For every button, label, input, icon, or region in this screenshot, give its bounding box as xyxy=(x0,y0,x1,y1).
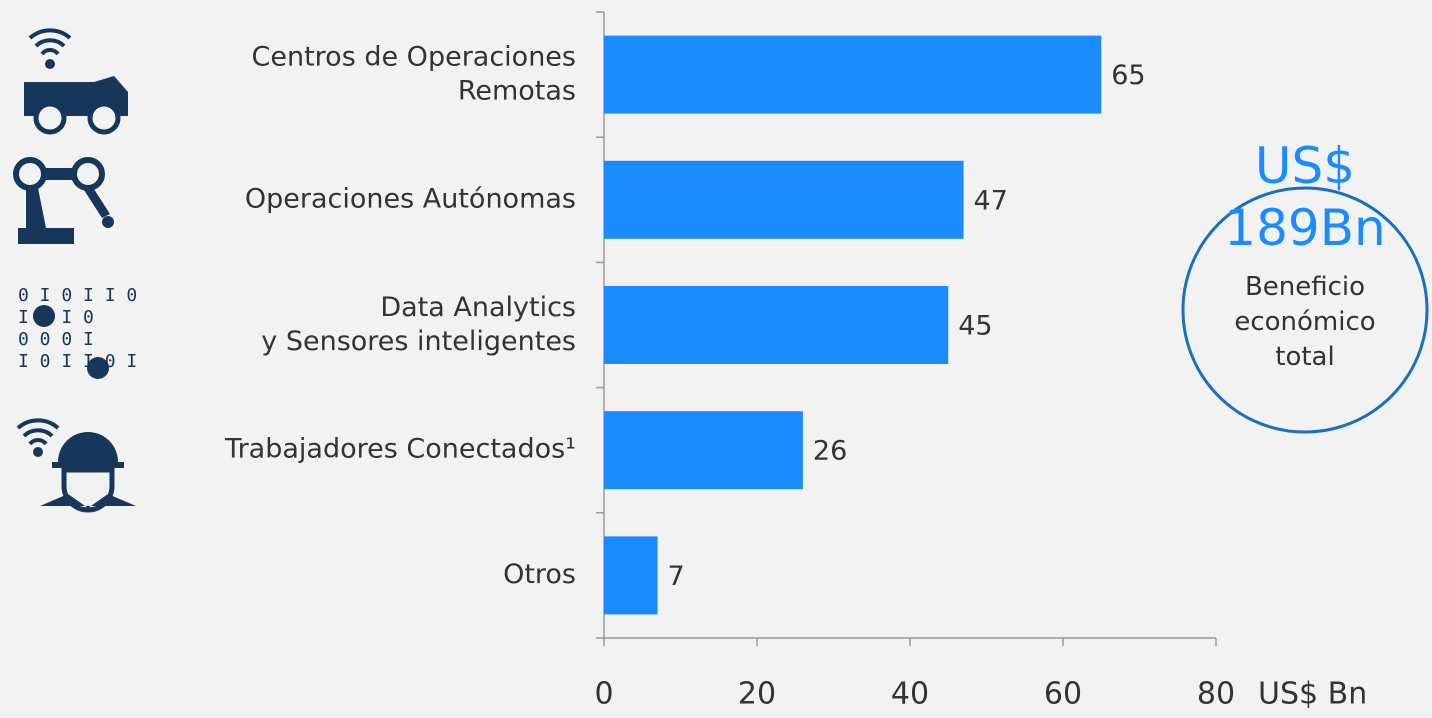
svg-text:0 0 0 I: 0 0 0 I xyxy=(18,329,94,350)
y-tick-label: Operaciones Autónomas xyxy=(245,183,576,214)
robot-icon xyxy=(13,157,114,244)
x-tick-label: 0 xyxy=(594,677,613,712)
value-label: 7 xyxy=(668,561,685,592)
value-label: 45 xyxy=(958,311,992,342)
value-label: 26 xyxy=(813,436,847,467)
truck-icon xyxy=(24,28,128,135)
data-icon: 0 I 0 I I 0 I 0 I 0 0 0 0 I I 0 I I 0 I xyxy=(18,285,137,379)
svg-text:0 I 0 I I 0: 0 I 0 I I 0 xyxy=(18,285,137,306)
y-tick-label: Trabajadores Conectados¹ xyxy=(224,434,576,465)
svg-text:I 0 I I 0 I: I 0 I I 0 I xyxy=(18,351,137,372)
callout-headline: US$ 189Bn xyxy=(1224,137,1385,257)
callout-circle xyxy=(1181,186,1429,434)
x-tick-label: 20 xyxy=(738,677,776,712)
bar xyxy=(604,411,803,490)
x-tick-label: 40 xyxy=(891,677,929,712)
svg-text:I 0 I 0: I 0 I 0 xyxy=(18,307,94,328)
x-tick-label: 80 xyxy=(1197,677,1235,712)
bar xyxy=(604,286,949,364)
x-axis-label: US$ Bn xyxy=(1258,677,1367,712)
y-tick-label: Otros xyxy=(503,559,576,590)
y-tick-label: Data Analytics y Sensores inteligentes xyxy=(261,292,576,357)
worker-icon xyxy=(16,418,136,513)
value-label: 47 xyxy=(974,185,1008,216)
bar xyxy=(604,160,964,239)
callout: US$ 189Bn Beneficio económico total xyxy=(1181,137,1429,434)
value-label: 65 xyxy=(1111,60,1145,91)
icons: 0 I 0 I I 0 I 0 I 0 0 0 0 I I 0 I I 0 I xyxy=(13,28,137,513)
x-tick-label: 60 xyxy=(1044,677,1082,712)
y-tick-label: Centros de Operaciones Remotas xyxy=(252,41,576,106)
bar xyxy=(604,35,1102,114)
bar xyxy=(604,536,658,615)
callout-text: Beneficio económico total xyxy=(1234,272,1375,372)
